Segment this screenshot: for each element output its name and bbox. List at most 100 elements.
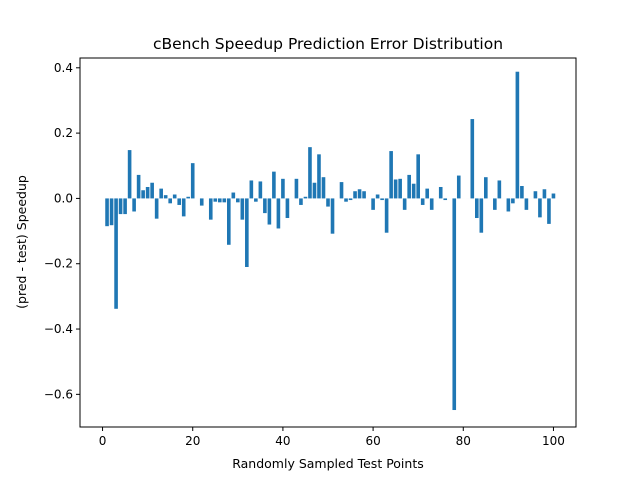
bar [217,198,222,203]
bar [240,198,245,220]
bar [353,191,357,199]
bar [303,196,308,199]
bar [348,198,353,201]
x-tick-label: 60 [365,434,380,448]
bar [375,194,380,199]
x-tick-label: 40 [275,434,290,448]
bar [493,198,497,210]
bar [452,198,457,411]
bar [321,177,326,199]
bar [393,179,398,199]
x-tick-label: 100 [542,434,565,448]
bar [425,188,430,199]
chart-title: cBench Speedup Prediction Error Distribu… [153,35,503,53]
bar [438,186,443,199]
bar [136,174,141,199]
bar [551,193,556,199]
bar [159,188,163,199]
bar [344,198,348,202]
bar [123,198,127,215]
x-axis-label: Randomly Sampled Test Points [232,456,424,471]
bar [294,178,299,199]
bar [258,181,263,199]
bar [105,198,109,227]
bar [515,71,520,199]
bar [317,154,321,199]
bar [276,198,281,229]
bar [524,198,529,210]
bar [154,198,159,219]
y-tick-label: 0.0 [54,191,73,205]
x-tick-label: 80 [456,434,471,448]
bar [281,178,285,199]
bar [384,198,389,233]
bar [470,119,475,199]
bar [150,182,154,199]
bar [109,198,114,226]
bar [420,198,425,205]
bar [227,198,231,245]
bar [506,198,511,212]
bar [542,189,547,199]
bar [402,198,407,210]
bar [479,198,484,233]
bar [118,198,123,215]
y-tick-label: −0.4 [44,322,73,336]
bar [312,182,317,199]
y-tick-label: 0.4 [54,61,73,75]
bar [416,154,420,199]
bar [172,194,177,199]
bar [114,198,118,309]
bar [456,175,461,199]
bar [429,198,434,210]
bar [326,198,330,207]
bar [231,192,236,199]
bar [299,198,303,205]
bar [362,191,366,199]
bar [411,183,416,199]
bar [371,198,375,210]
bar [254,198,258,202]
x-tick-label: 20 [185,434,200,448]
x-axis-ticks: 0 20 40 60 80 100 [99,427,565,448]
bar [127,150,132,199]
bar [186,196,191,199]
bar [443,198,448,201]
bars-group [105,71,556,411]
bar [222,198,227,203]
bar [208,198,213,220]
bar [245,198,249,267]
y-tick-label: −0.6 [44,387,73,401]
bar [538,198,542,218]
y-tick-label: 0.2 [54,126,73,140]
bar [132,198,136,212]
bar [236,198,240,203]
bar [533,191,538,199]
bar [389,151,393,199]
bar [272,171,276,199]
y-axis-label: (pred - test) Speedup [14,175,29,309]
bar [249,180,254,199]
plot-frame [79,57,577,428]
bar [190,163,195,199]
bar [177,198,182,205]
bar [497,180,502,199]
bar [380,198,384,201]
y-axis-ticks: −0.6 −0.4 −0.2 0.0 0.2 0.4 [44,61,80,401]
bar [520,186,524,199]
y-tick-label: −0.2 [44,257,73,271]
bar [407,174,411,199]
bar [199,198,204,206]
bar [484,177,488,199]
bar [308,147,312,199]
bar [141,190,145,199]
bar [267,198,272,225]
bar [547,198,551,224]
bar [475,198,479,219]
x-tick-label: 0 [99,434,107,448]
bar [357,189,362,199]
bar [339,182,344,199]
bar [330,198,335,234]
bar [163,195,168,199]
